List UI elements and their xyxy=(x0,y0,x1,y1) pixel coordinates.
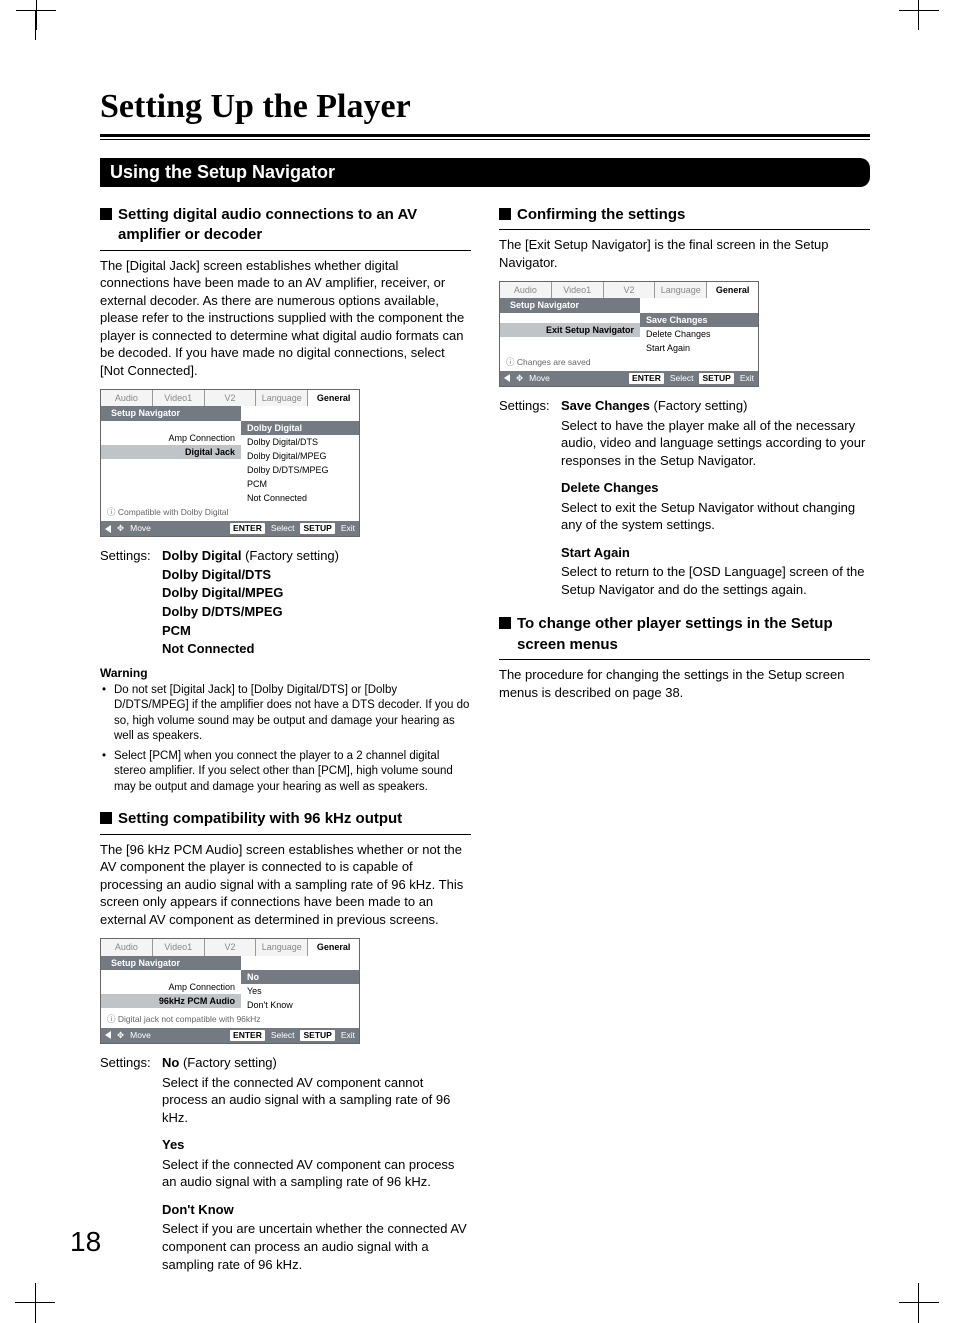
osd-option: Dolby D/DTS/MPEG xyxy=(241,463,359,477)
rule-thick xyxy=(100,134,870,137)
subhead-digital-audio: Setting digital audio connections to an … xyxy=(100,205,471,246)
osd-footer: ✥ Move ENTER Select SETUP Exit xyxy=(101,521,359,536)
info-icon: ⓘ xyxy=(107,507,118,517)
settings-label: Settings: xyxy=(100,547,162,658)
osd-exit-navigator: Audio Video1 V2 Language General Setup N… xyxy=(499,281,759,387)
dpad-icon: ✥ xyxy=(516,373,523,384)
subhead-96khz: Setting compatibility with 96 kHz output xyxy=(100,809,471,829)
osd-left-row: Amp Connection xyxy=(101,431,241,445)
page-number: 18 xyxy=(70,1226,101,1258)
footer-exit: Exit xyxy=(341,523,355,534)
osd-info: ⓘ Compatible with Dolby Digital xyxy=(101,505,359,520)
osd-option: Dolby Digital/MPEG xyxy=(241,449,359,463)
info-icon: ⓘ xyxy=(506,357,517,367)
paragraph: The [Digital Jack] screen establishes wh… xyxy=(100,257,471,380)
square-icon xyxy=(499,617,511,629)
osd-digital-jack: Audio Video1 V2 Language General Setup N… xyxy=(100,389,360,537)
right-column: Confirming the settings The [Exit Setup … xyxy=(499,199,870,1287)
section-bar: Using the Setup Navigator xyxy=(100,158,870,187)
osd-nav-label: Setup Navigator xyxy=(101,406,241,420)
osd-option: PCM xyxy=(241,477,359,491)
triangle-left-icon xyxy=(504,374,510,382)
osd-tab: V2 xyxy=(205,390,257,406)
square-icon xyxy=(499,208,511,220)
osd-option-hl: Dolby Digital xyxy=(241,421,359,435)
osd-left-row-current: Digital Jack xyxy=(101,445,241,459)
osd-tab: Audio xyxy=(101,390,153,406)
settings-block: Settings: No (Factory setting) Select if… xyxy=(100,1054,471,1283)
square-icon xyxy=(100,208,112,220)
osd-96khz: Audio Video1 V2 Language General Setup N… xyxy=(100,938,360,1044)
footer-move: Move xyxy=(130,523,151,534)
subhead-other-settings: To change other player settings in the S… xyxy=(499,614,870,655)
left-column: Setting digital audio connections to an … xyxy=(100,199,471,1287)
rule-thin xyxy=(100,139,870,140)
osd-tab: Video1 xyxy=(153,390,205,406)
osd-option: Not Connected xyxy=(241,491,359,505)
info-icon: ⓘ xyxy=(107,1014,118,1024)
page-title: Setting Up the Player xyxy=(100,88,870,126)
warning-item: Select [PCM] when you connect the player… xyxy=(114,749,471,796)
triangle-left-icon xyxy=(105,1031,111,1039)
paragraph: The [96 kHz PCM Audio] screen establishe… xyxy=(100,841,471,929)
settings-block: Settings: Dolby Digital (Factory setting… xyxy=(100,547,471,658)
osd-tab-active: General xyxy=(308,390,359,406)
footer-enter: ENTER xyxy=(230,523,265,534)
footer-select: Select xyxy=(271,523,295,534)
osd-tab: Language xyxy=(256,390,308,406)
warning-item: Do not set [Digital Jack] to [Dolby Digi… xyxy=(114,683,471,745)
page-content: Setting Up the Player Using the Setup Na… xyxy=(100,88,870,1287)
settings-block: Settings: Save Changes (Factory setting)… xyxy=(499,397,870,608)
footer-setup: SETUP xyxy=(300,523,334,534)
triangle-left-icon xyxy=(105,525,111,533)
osd-option: Dolby Digital/DTS xyxy=(241,435,359,449)
subhead-confirming: Confirming the settings xyxy=(499,205,870,225)
subhead-text: Setting compatibility with 96 kHz output xyxy=(118,809,402,829)
square-icon xyxy=(100,812,112,824)
warning-list: Do not set [Digital Jack] to [Dolby Digi… xyxy=(100,683,471,796)
warning-heading: Warning xyxy=(100,665,471,681)
dpad-icon: ✥ xyxy=(117,523,124,534)
subhead-text: Setting digital audio connections to an … xyxy=(118,205,471,246)
dpad-icon: ✥ xyxy=(117,1030,124,1041)
